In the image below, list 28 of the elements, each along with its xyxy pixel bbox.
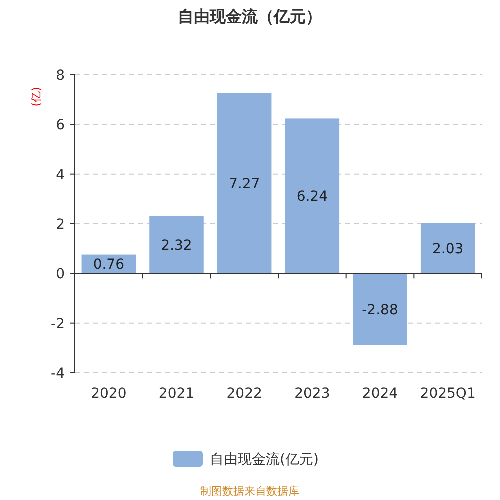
y-tick-label: 6	[56, 118, 66, 134]
bar	[150, 216, 204, 274]
data-label: 6.24	[296, 189, 328, 206]
legend-label: 自由现金流(亿元)	[210, 452, 319, 468]
data-label: -2.88	[362, 302, 398, 318]
bar	[353, 274, 408, 346]
y-tick-label: 8	[56, 68, 65, 84]
x-tick-label: 2025Q1	[420, 386, 476, 402]
chart-title: 自由现金流（亿元）	[178, 7, 322, 26]
y-tick-label: -4	[51, 366, 66, 382]
data-label: 2.03	[432, 241, 464, 258]
data-label: 2.32	[161, 238, 192, 254]
x-tick-label: 2024	[362, 386, 398, 402]
x-tick-label: 2023	[294, 386, 330, 402]
x-tick-label: 2022	[226, 386, 262, 402]
x-tick-label: 2021	[158, 386, 195, 402]
x-tick-label: 2020	[91, 386, 127, 402]
data-label: 7.27	[228, 176, 260, 192]
text: 制图数据来自数据库	[200, 485, 300, 498]
y-tick-label: 4	[56, 167, 66, 184]
y-tick-label: 0	[56, 266, 65, 283]
bar	[420, 223, 476, 274]
y-axis-title: (亿)	[30, 87, 43, 107]
bar	[217, 93, 272, 274]
y-tick-label: 2	[56, 217, 65, 233]
data-label: 0.76	[93, 257, 125, 274]
y-tick-label: -2	[51, 316, 65, 332]
bar	[285, 118, 340, 274]
